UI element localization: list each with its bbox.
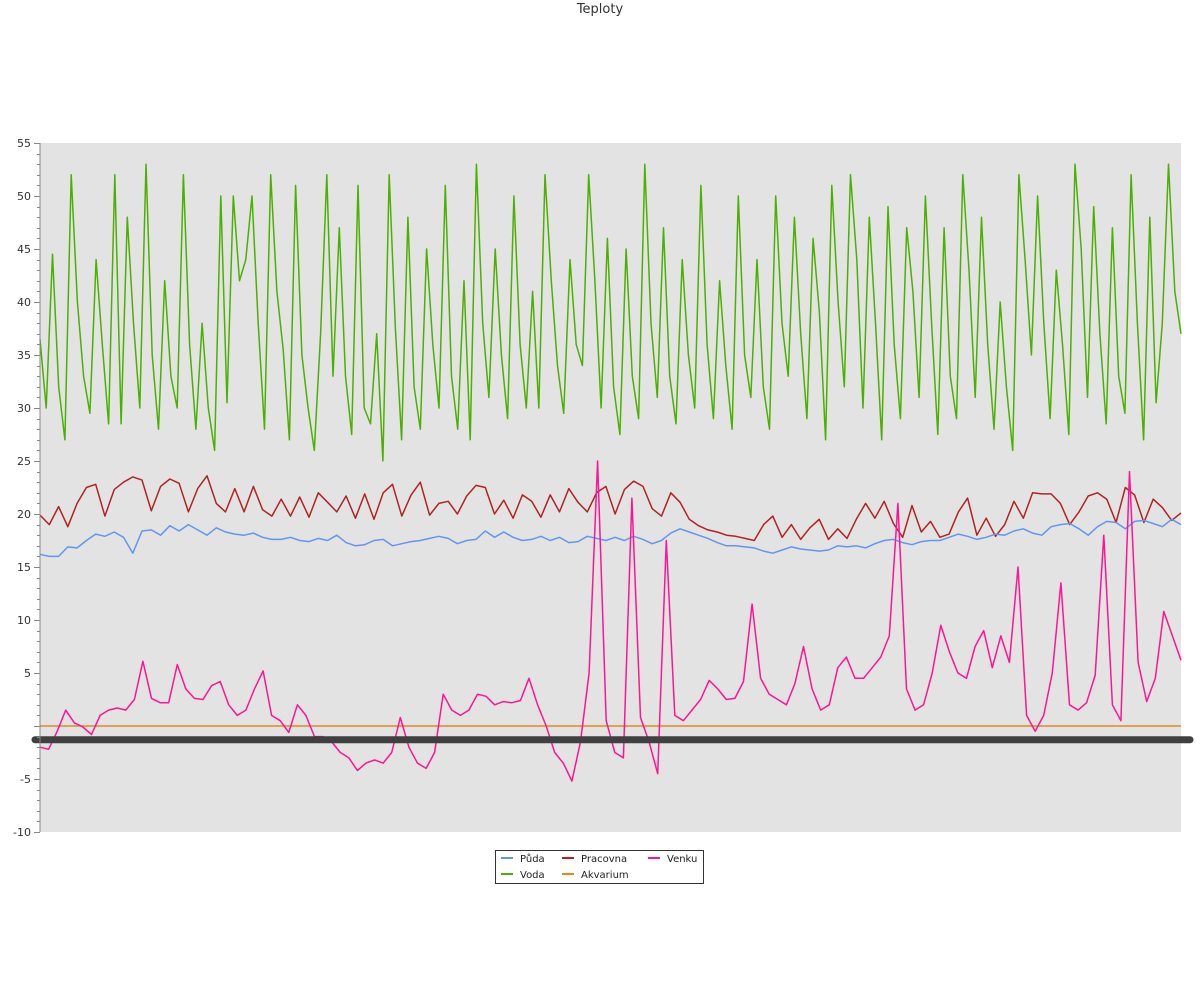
legend-swatch-puda [501, 857, 513, 859]
legend-label-puda: Půda [520, 854, 545, 865]
y-tick-label: 5 [24, 667, 31, 680]
legend-swatch-pracovna [562, 857, 574, 859]
y-axis: -10 -5 5 10 15 20 25 30 35 40 45 50 55 [13, 137, 41, 839]
y-tick-label: 10 [17, 614, 31, 627]
y-tick-label: 15 [17, 561, 31, 574]
legend-item-venku[interactable]: Venku [648, 853, 697, 867]
y-tick-label: 20 [17, 508, 31, 521]
y-tick-label: 45 [17, 243, 31, 256]
legend-item-puda[interactable]: Půda [501, 853, 545, 867]
series-line-puda [39, 518, 1182, 558]
legend-label-venku: Venku [667, 854, 698, 865]
legend-swatch-venku [648, 857, 660, 859]
y-tick-label: -10 [13, 826, 31, 839]
legend-item-pracovna[interactable]: Pracovna [562, 853, 627, 867]
y-tick-label: -5 [20, 773, 31, 786]
legend: Půda Pracovna Venku Voda Akvarium [495, 850, 704, 884]
y-tick-label: 55 [17, 137, 31, 150]
legend-swatch-akvarium [562, 873, 574, 875]
y-tick-label: 35 [17, 349, 31, 362]
chart-title: Teploty [576, 2, 624, 17]
legend-item-voda[interactable]: Voda [501, 869, 545, 883]
legend-swatch-voda [501, 873, 513, 875]
plot-area [40, 143, 1181, 832]
y-tick-label: 40 [17, 296, 31, 309]
y-tick-label: 30 [17, 402, 31, 415]
legend-label-akvarium: Akvarium [581, 870, 629, 881]
series-line-pracovna [39, 475, 1182, 542]
legend-label-pracovna: Pracovna [581, 854, 628, 865]
y-tick-label: 50 [17, 190, 31, 203]
y-tick-label: 25 [17, 455, 31, 468]
series-line-voda [39, 163, 1182, 462]
legend-item-akvarium[interactable]: Akvarium [562, 869, 629, 883]
legend-label-voda: Voda [520, 870, 545, 881]
